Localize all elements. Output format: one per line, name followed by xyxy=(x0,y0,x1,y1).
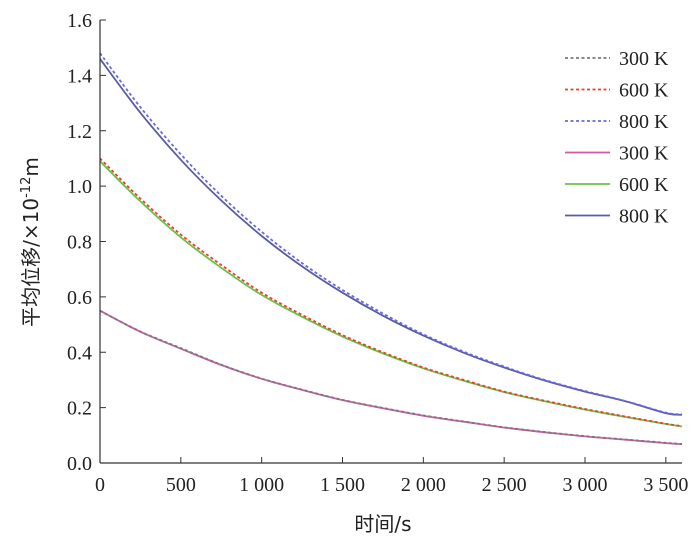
y-tick-label: 0.2 xyxy=(67,398,92,420)
x-tick-label: 2 500 xyxy=(482,474,527,496)
series-line-solid-300k xyxy=(99,309,683,446)
y-axis-title-unit: m xyxy=(19,157,43,176)
x-axis-title: 时间/s xyxy=(354,512,411,536)
legend-label-dashed-300k: 300 K xyxy=(619,48,669,70)
y-axis-title-exponent: -12 xyxy=(19,177,34,198)
x-tick-label: 3 000 xyxy=(563,474,608,496)
legend-label-solid-600k: 600 K xyxy=(619,174,669,196)
series-line-dashed-600k xyxy=(99,157,683,428)
series-line-dashed-800k xyxy=(99,52,683,416)
legend-label-dashed-800k: 800 K xyxy=(619,111,669,133)
y-axis-title-main: 平均位移/×10 xyxy=(19,198,43,327)
x-tick-label: 3 500 xyxy=(643,474,688,496)
axes: 0.0 0.2 0.4 0.6 0.8 1.0 1.2 1.4 1.6 0 500 1 000 1 50… xyxy=(67,10,688,496)
legend-label-solid-800k: 800 K xyxy=(619,206,669,228)
y-tick-label: 1.6 xyxy=(67,10,92,32)
x-tick-label: 1 500 xyxy=(320,474,365,496)
x-tick-label: 2 000 xyxy=(401,474,446,496)
y-tick-label: 1.2 xyxy=(67,121,92,143)
plot-area xyxy=(99,52,683,446)
legend: 300 K 600 K 800 K 300 K 600 K 800 K xyxy=(565,48,669,228)
series-line-solid-800k xyxy=(99,58,683,416)
y-tick-label: 1.4 xyxy=(67,65,92,87)
legend-label-dashed-600k: 600 K xyxy=(619,80,669,102)
series-line-solid-600k xyxy=(99,160,683,428)
x-tick-label: 1 000 xyxy=(239,474,284,496)
y-tick-label: 0.6 xyxy=(67,287,92,309)
y-tick-label: 1.0 xyxy=(67,176,92,198)
y-tick-label: 0.4 xyxy=(67,342,92,364)
x-tick-label: 0 xyxy=(95,474,105,496)
series-line-dashed-300k xyxy=(99,309,683,445)
y-axis-title: 平均位移/×10-12m xyxy=(19,157,43,327)
x-tick-label: 500 xyxy=(166,474,196,496)
legend-label-solid-300k: 300 K xyxy=(619,143,669,165)
y-tick-label: 0.8 xyxy=(67,232,92,254)
y-tick-label: 0.0 xyxy=(67,453,92,475)
